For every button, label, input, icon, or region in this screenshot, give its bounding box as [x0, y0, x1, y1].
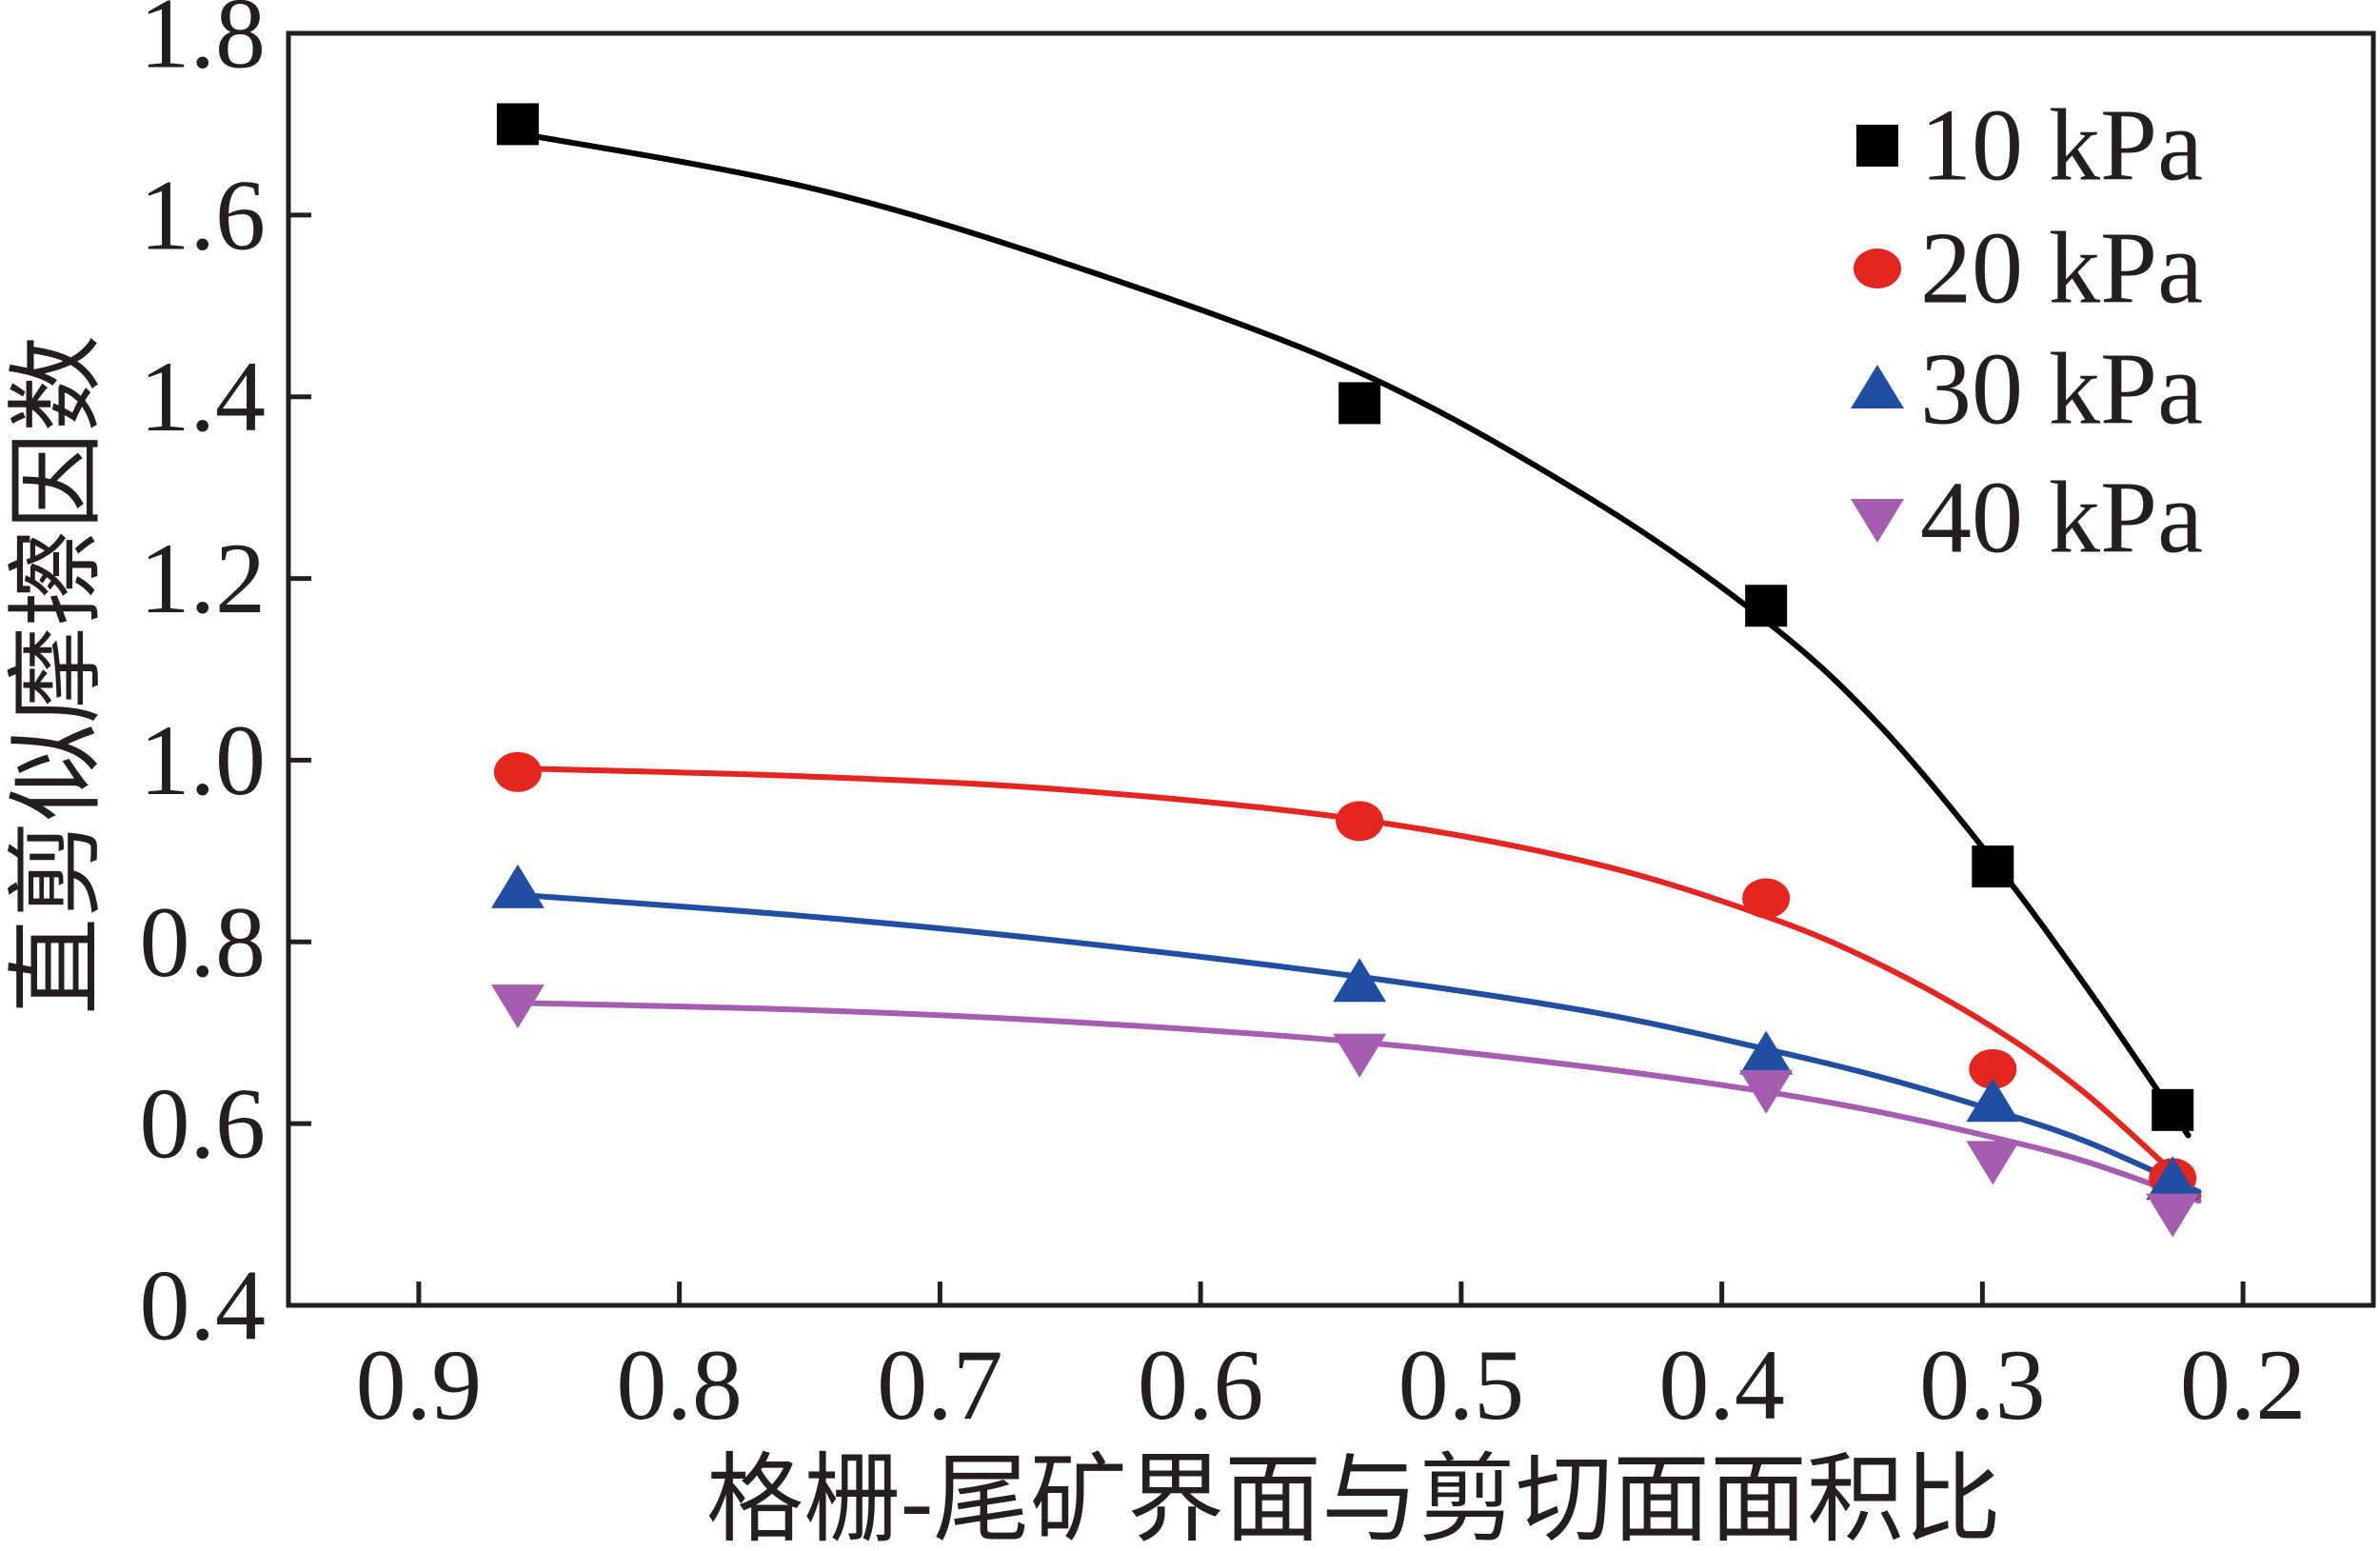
data-point-40-kpa: [2146, 1193, 2200, 1238]
data-point-30-kpa: [1333, 958, 1387, 1003]
legend-item-20-kpa: 20 kPa: [1854, 212, 2203, 326]
legend-label-20-kpa: 20 kPa: [1920, 212, 2203, 326]
data-point-40-kpa: [490, 984, 545, 1029]
data-point-10-kpa: [1972, 845, 2014, 888]
data-point-20-kpa: [1742, 878, 1791, 919]
data-point-30-kpa: [1966, 1078, 2020, 1123]
x-tick-label: 0.3: [1919, 1329, 2046, 1441]
x-tick-label: 0.2: [2180, 1329, 2307, 1441]
legend-marker-30-kpa: [1851, 365, 1904, 408]
legend-circle-marker-icon: [1854, 249, 1901, 288]
x-tick-label: 0.6: [1138, 1329, 1264, 1441]
x-tick-label: 0.5: [1398, 1329, 1525, 1441]
data-point-20-kpa: [1336, 801, 1384, 842]
legend-item-10-kpa: 10 kPa: [1856, 89, 2203, 203]
legend-triangle-down-marker-icon: [1851, 499, 1904, 543]
y-tick-label: 0.6: [140, 1068, 267, 1180]
legend-item-40-kpa: 40 kPa: [1851, 462, 2203, 575]
x-tick-label: 0.9: [356, 1329, 483, 1441]
data-point-40-kpa: [1739, 1069, 1794, 1114]
data-point-10-kpa: [1745, 585, 1788, 627]
legend-marker-20-kpa: [1854, 249, 1901, 288]
y-axis-title: 直剪似摩擦因数: [5, 335, 112, 1015]
data-point-30-kpa: [490, 864, 545, 908]
y-tick-label: 1.0: [140, 705, 267, 816]
axis-tick-labels: 0.9 0.8 0.7 0.6 0.5 0.4 0.3 0.2 0.4 0.6 0.8 1.0 1.2 1…: [140, 0, 2307, 1441]
data-point-10-kpa: [496, 103, 539, 146]
data-point-20-kpa: [493, 751, 542, 792]
legend-triangle-up-marker-icon: [1851, 365, 1904, 408]
data-point-30-kpa: [1739, 1030, 1794, 1075]
y-tick-label: 0.8: [140, 886, 267, 998]
x-tick-label: 0.8: [616, 1329, 743, 1441]
x-tick-label: 0.4: [1658, 1329, 1785, 1441]
y-tick-label: 1.4: [140, 341, 267, 452]
data-markers: [490, 103, 2200, 1238]
fit-curves: [514, 130, 2202, 1204]
legend-label-10-kpa: 10 kPa: [1920, 89, 2203, 203]
legend-label-40-kpa: 40 kPa: [1920, 462, 2203, 575]
data-point-10-kpa: [2152, 1088, 2194, 1131]
legend: 10 kPa 20 kPa 30 kPa 40 kPa: [1851, 89, 2203, 575]
fit-curve-20-kpa: [514, 766, 2202, 1200]
data-point-40-kpa: [1333, 1033, 1387, 1078]
data-point-30-kpa: [2146, 1156, 2200, 1201]
y-tick-label: 1.2: [140, 523, 267, 634]
data-point-40-kpa: [1966, 1141, 2020, 1185]
legend-item-30-kpa: 30 kPa: [1851, 333, 2203, 447]
fit-curve-10-kpa: [514, 130, 2192, 1139]
y-tick-label: 0.4: [140, 1250, 267, 1362]
legend-marker-10-kpa: [1856, 125, 1898, 167]
x-tick-label: 0.7: [877, 1329, 1003, 1441]
fit-curve-40-kpa: [514, 1000, 2202, 1204]
legend-marker-40-kpa: [1851, 499, 1904, 543]
data-point-20-kpa: [1969, 1048, 2017, 1089]
legend-label-30-kpa: 30 kPa: [1920, 333, 2203, 447]
y-tick-label: 1.8: [140, 0, 267, 89]
data-point-10-kpa: [1339, 382, 1381, 425]
y-tick-label: 1.6: [140, 159, 267, 270]
axis-ticks: [288, 30, 2246, 1308]
legend-square-marker-icon: [1856, 125, 1898, 167]
plot-frame: [286, 30, 2376, 1308]
x-axis-title: 格栅-尾矿界面与剪切面面积比: [706, 1447, 2001, 1551]
